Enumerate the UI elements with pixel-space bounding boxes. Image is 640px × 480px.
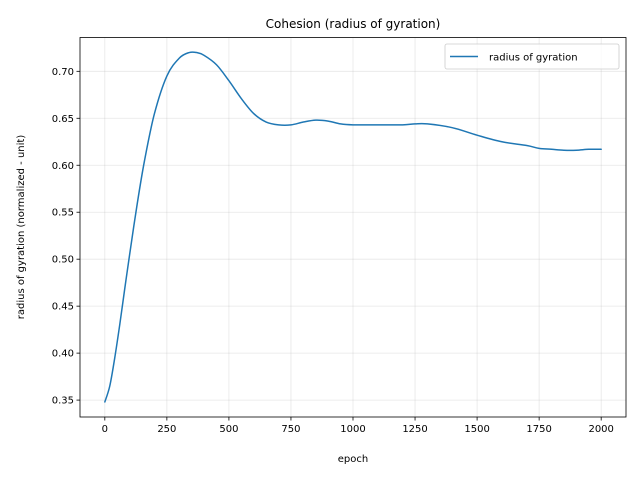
y-tick-label: 0.70: [52, 67, 74, 78]
x-tick-label: 0: [102, 424, 108, 435]
x-tick-label: 1000: [340, 424, 365, 435]
grid: [80, 37, 626, 417]
legend: radius of gyration: [444, 43, 620, 70]
y-axis: 0.35 0.40 0.45 0.50 0.55 0.60 0.65 0.70: [52, 67, 80, 407]
x-tick-label: 500: [219, 424, 238, 435]
series-layer: [104, 51, 602, 403]
y-tick-label: 0.45: [52, 302, 74, 313]
x-tick-label: 1750: [526, 424, 551, 435]
legend-label: radius of gyration: [489, 53, 578, 64]
y-tick-label: 0.60: [52, 161, 74, 172]
x-axis-label: epoch: [338, 454, 368, 465]
series-line-radius-of-gyration: [104, 51, 602, 403]
chart-title: Cohesion (radius of gyration): [266, 17, 441, 31]
x-tick-label: 750: [281, 424, 300, 435]
x-tick-label: 250: [157, 424, 176, 435]
x-tick-label: 1500: [464, 424, 489, 435]
legend-box: [444, 43, 620, 70]
x-tick-label: 2000: [588, 424, 613, 435]
y-tick-label: 0.40: [52, 349, 74, 360]
y-tick-label: 0.65: [52, 114, 74, 125]
x-tick-label: 1250: [402, 424, 427, 435]
y-tick-label: 0.55: [52, 208, 74, 219]
y-tick-label: 0.50: [52, 255, 74, 266]
x-axis: 0 250 500 750 1000 1250 1500 1750 2000: [102, 417, 614, 435]
y-axis-label: radius of gyration (normalized - unit): [16, 135, 27, 320]
y-tick-label: 0.35: [52, 396, 74, 407]
